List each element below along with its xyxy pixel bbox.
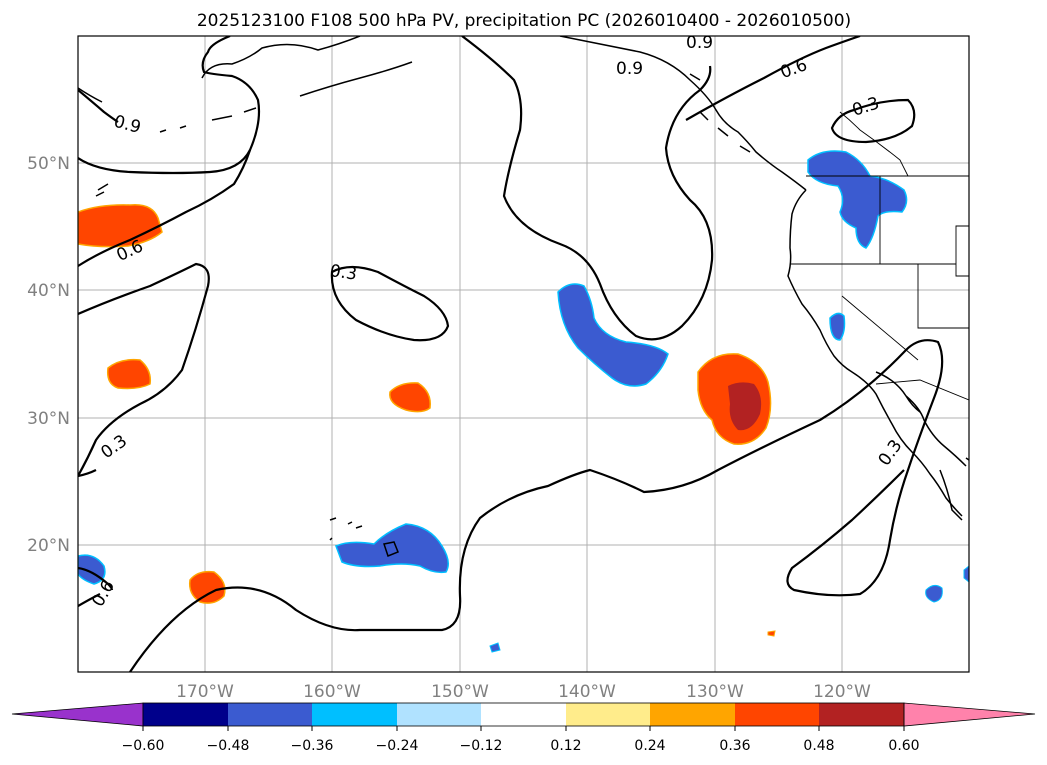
contour-03-northeast [830, 98, 916, 144]
lat-label: 40°N [27, 281, 70, 301]
colorbar-tick-label: 0.48 [803, 738, 834, 754]
colorbar-tick-label: 0.24 [634, 738, 665, 754]
colorbar: −0.60 −0.48 −0.36 −0.24 −0.12 0.12 0.24 … [11, 702, 1036, 754]
contour-03-loop [330, 265, 450, 342]
figure-title: 2025123100 F108 500 hPa PV, precipitatio… [197, 11, 851, 31]
precip-blob-pos-small-1 [106, 358, 152, 390]
contour-label: 0.9 [686, 33, 713, 53]
lat-label: 30°N [27, 409, 70, 429]
lon-label: 150°W [431, 682, 489, 702]
hawaii-big-island [383, 541, 399, 557]
contour-label: 0.3 [329, 261, 359, 285]
colorbar-tick-labels: −0.60 −0.48 −0.36 −0.24 −0.12 0.12 0.24 … [122, 738, 920, 754]
precip-blob-neg-small-3 [489, 642, 501, 653]
lat-labels: 50°N 40°N 30°N 20°N [27, 154, 70, 556]
coastlines [78, 36, 969, 557]
colorbar-bin [735, 703, 819, 726]
lon-label: 130°W [686, 682, 744, 702]
colorbar-bin [228, 703, 312, 726]
colorbar-tick-label: 0.12 [550, 738, 581, 754]
colorbar-bin [566, 703, 650, 726]
colorbar-tick-label: −0.24 [376, 738, 419, 754]
precip-blob-neg-small-1 [925, 584, 943, 603]
colorbar-ticks [142, 726, 905, 731]
coastline-kamchatka [78, 87, 109, 197]
precip-blob-pos-core [728, 382, 762, 431]
colorbar-bin [143, 703, 228, 726]
precip-blob-pos-west [78, 204, 163, 248]
lat-label: 50°N [27, 154, 70, 174]
lon-label: 140°W [558, 682, 616, 702]
colorbar-tick-label: −0.48 [207, 738, 250, 754]
precip-blob-pos-small-3 [188, 570, 226, 604]
precip-blob-neg-northwest-coast [807, 150, 908, 249]
contour-03-north-west [78, 36, 261, 175]
lat-label: 20°N [27, 536, 70, 556]
contour-06-north [685, 36, 861, 121]
precip-blob-pos-small-2 [389, 382, 431, 413]
colorbar-bin [650, 703, 735, 726]
lon-label: 120°W [813, 682, 871, 702]
colorbar-tick-label: −0.36 [291, 738, 334, 754]
contour-09-central [461, 36, 714, 341]
precip-blob-neg-central [557, 283, 669, 387]
colorbar-bin [819, 703, 904, 726]
colorbar-tick-label: 0.60 [888, 738, 919, 754]
lon-label: 160°W [303, 682, 361, 702]
precip-blob-neg-hawaii [335, 523, 449, 574]
colorbar-extend-right [903, 702, 1036, 727]
coastline-us-west [787, 189, 963, 517]
map-frame [77, 35, 970, 673]
contour-03-south [78, 339, 944, 672]
precip-blob-neg-small-2 [963, 565, 969, 583]
contour-label: 0.9 [616, 59, 643, 79]
map-area: 0.9 0.9 0.9 0.6 0.6 0.6 0.3 0.3 0.3 0.3 [78, 33, 969, 672]
precip-blob-pos-tiny [767, 630, 776, 637]
lon-label: 170°W [176, 682, 234, 702]
colorbar-tick-label: −0.60 [122, 738, 165, 754]
colorbar-bin [397, 703, 481, 726]
lon-labels: 170°W 160°W 150°W 140°W 130°W 120°W [176, 682, 871, 702]
contour-09-west [78, 89, 119, 123]
contour-06-southwest [78, 566, 114, 591]
precip-positive-blobs [78, 204, 776, 637]
colorbar-tick-label: −0.12 [460, 738, 503, 754]
precip-blob-neg-california [829, 312, 846, 341]
hawaii-islands [329, 517, 363, 541]
colorbar-bin [481, 703, 566, 726]
colorbar-tick-label: 0.36 [719, 738, 750, 754]
colorbar-extend-left [11, 702, 144, 727]
pv-contours [78, 36, 944, 672]
coastline-alaska [159, 36, 413, 133]
contour-03-central [78, 262, 210, 477]
coastline-se-alaska-bc [559, 36, 807, 191]
contour-06-sw-line [78, 593, 101, 607]
coastline-baja [875, 371, 967, 467]
contour-06-west [78, 149, 252, 267]
colorbar-bin [312, 703, 397, 726]
